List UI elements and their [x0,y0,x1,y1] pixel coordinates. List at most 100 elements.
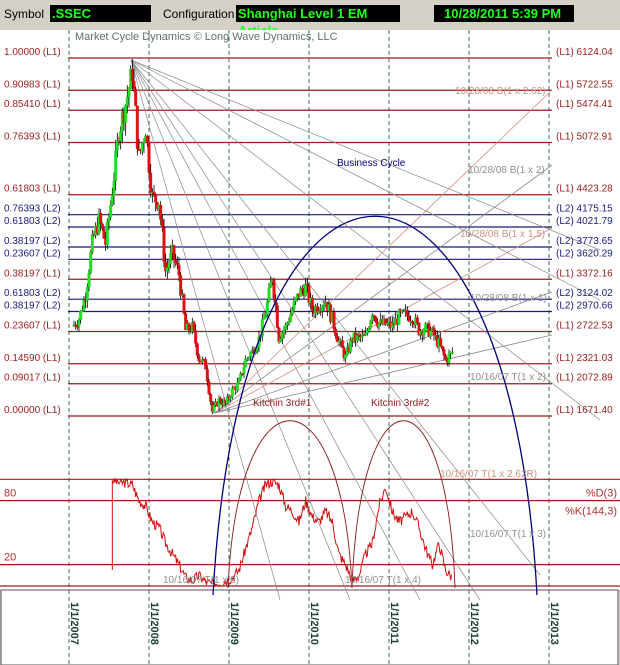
candle-body [72,324,76,327]
kitchin-label-1: Kitchin 3rd#1 [253,398,312,409]
candle-body [260,319,264,337]
candle-body [312,311,316,314]
candle-body [367,328,371,331]
candle-body [257,336,261,347]
candle-body [429,330,433,337]
candle-body [180,294,184,296]
candle-body [79,310,83,320]
candle-body [119,131,123,142]
candle-body [207,381,211,394]
fan-line [130,59,601,421]
level-right-label: (L2) 4021.79 [556,216,613,227]
candle-body [284,324,288,330]
candle-body [132,80,136,89]
candle-body [270,279,274,283]
date-tick-label: 1/1/2011 [388,602,400,644]
level-left-label: 0.09017 (L1) [4,373,61,384]
candle-body [442,349,446,356]
candle-body [82,299,86,311]
candle-body [320,306,324,312]
candle-body [327,304,331,311]
candle-body [349,339,353,352]
candle-body [225,396,229,404]
candle-body [324,301,328,306]
candle-body [285,323,289,325]
candle-body [265,301,269,315]
candle-body [124,105,128,124]
level-right-label: (L2) 2970.66 [556,301,613,312]
candle-body [294,298,298,302]
candle-body [149,172,153,193]
fan-line [130,59,601,251]
candle-body [152,191,156,195]
stochastic-tick-20: 20 [4,552,16,564]
candle-body [95,225,99,234]
candle-body [300,288,304,291]
symbol-label: Symbol [4,7,45,21]
candle-body [150,191,154,194]
level-right-label: (L1) 3372.16 [556,268,613,279]
level-right-label: (L1) 1671.40 [556,405,613,416]
candle-body [165,267,169,272]
candle-body [162,227,166,262]
candle-body [347,347,351,352]
candle-body [237,379,241,383]
candle-body [380,319,384,325]
candle-body [250,349,254,353]
candle-body [325,301,329,311]
candle-body [267,287,271,302]
configuration-field[interactable]: Shanghai Level 1 EM Article [236,5,400,38]
candle-body [239,373,243,380]
candle-body [107,217,111,222]
candle-body [177,264,181,276]
candle-body [97,212,101,234]
candle-body [197,355,201,361]
candle-body [340,340,344,348]
fan-annotation: 10/28/08 B(1 x 1) [470,293,547,304]
candle-body [192,321,196,331]
candle-body [400,310,404,313]
candle-body [254,350,258,355]
level-left-label: 0.00000 (L1) [4,405,61,416]
candle-body [194,330,198,344]
candle-body [140,143,144,152]
candle-body [344,354,348,359]
candle-body [137,148,141,151]
candle-body [122,111,126,124]
candle-body [189,330,193,332]
candle-body [385,323,389,325]
candle-body [187,323,191,331]
candle-body [360,334,364,338]
candle-body [439,338,443,346]
candle-body [115,140,119,151]
kitchin-arc-1 [227,420,353,589]
candle-body [355,334,359,341]
date-tick-label: 1/1/2009 [228,602,240,645]
candle-body [382,318,386,325]
candle-body [125,97,129,106]
fan-annotation: 10/16/07 T(1 x 2.62R) [440,469,537,480]
candle-body [184,313,188,330]
candle-body [120,111,124,132]
legend-k: %K(144,3) [565,506,617,518]
candle-body [447,353,451,363]
level-right-label: (L2) 3620.29 [556,248,613,259]
candle-body [337,341,341,343]
fan-line [130,59,351,601]
candle-body [154,194,158,203]
candle-body [335,336,339,343]
level-left-label: 0.61803 (L1) [4,184,61,195]
candle-body [74,324,78,327]
candle-body [147,141,151,173]
candle-body [275,305,279,328]
candle-body [352,332,356,342]
kitchin-label-2: Kitchin 3rd#2 [371,398,430,409]
symbol-field[interactable]: .SSEC [50,5,151,22]
candle-body [279,338,283,342]
candle-body [185,323,189,330]
candle-body [217,398,221,407]
candle-body [389,321,393,328]
candle-body [242,366,246,374]
candle-body [432,327,436,336]
candle-body [397,310,401,325]
